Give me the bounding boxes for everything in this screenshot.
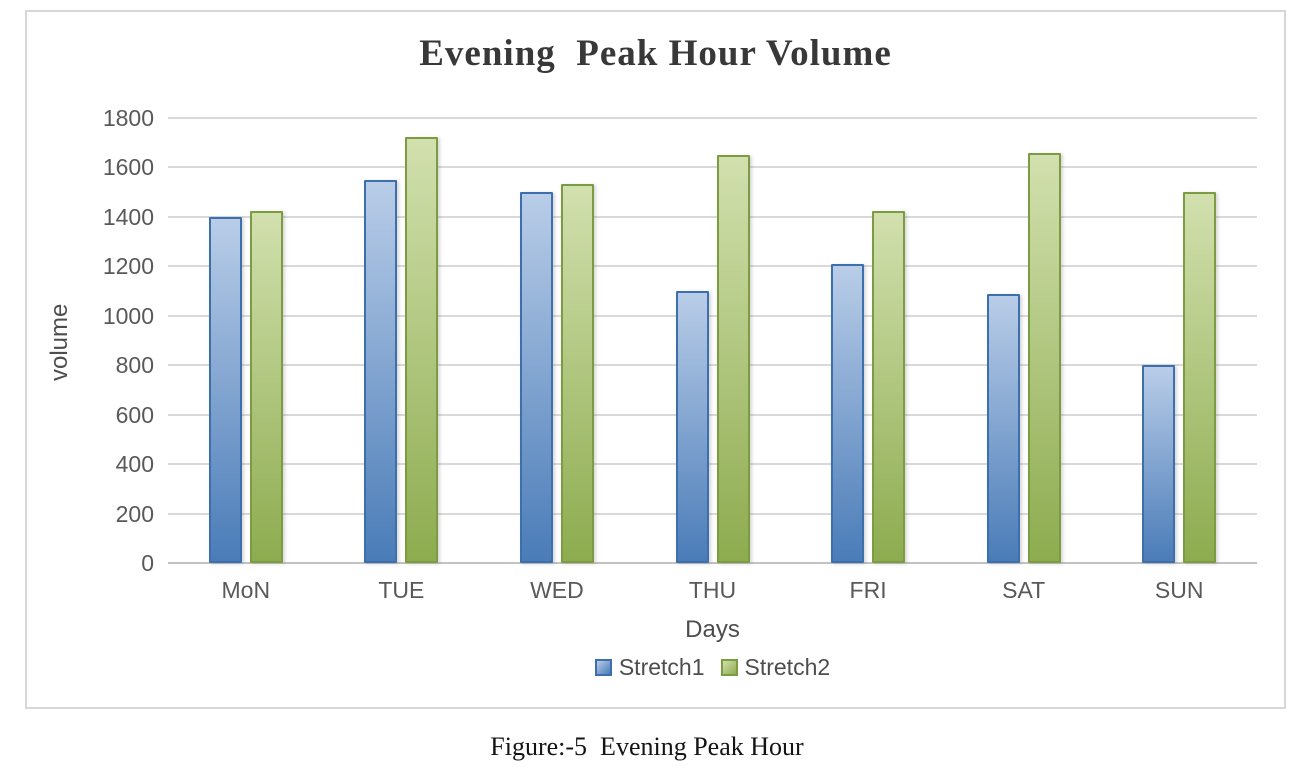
gridline-400 xyxy=(168,463,1257,466)
y-tick-label-1600: 1600 xyxy=(102,154,154,181)
y-tick-label-1400: 1400 xyxy=(102,203,154,230)
gridline-1800 xyxy=(168,117,1257,119)
y-tick-label-1800: 1800 xyxy=(102,105,154,131)
gridline-1200 xyxy=(168,265,1257,268)
x-tick-label-tue: TUE xyxy=(378,577,425,603)
y-tick-label-600: 600 xyxy=(115,401,154,428)
figure-caption: Figure:-5 Evening Peak Hour xyxy=(490,732,804,761)
legend-swatch-icon xyxy=(594,659,612,676)
bar-stretch2-fri xyxy=(872,210,905,563)
x-tick-label-thu: THU xyxy=(688,577,737,603)
gridline-800 xyxy=(168,364,1257,367)
x-axis-line xyxy=(168,562,1257,564)
legend-label: Stretch2 xyxy=(744,654,831,680)
legend-swatch-icon xyxy=(720,659,738,676)
x-tick-label-sun: SUN xyxy=(1154,577,1204,603)
gridline-600 xyxy=(168,413,1257,416)
bar-stretch1-fri xyxy=(831,263,864,563)
y-tick-label-0: 0 xyxy=(141,550,154,576)
legend-item-stretch1: Stretch1 xyxy=(594,654,705,681)
bar-stretch1-wed xyxy=(520,192,553,563)
bar-stretch1-sun xyxy=(1142,365,1175,563)
y-tick-label-1000: 1000 xyxy=(102,302,154,329)
x-tick-label-wed: WED xyxy=(530,577,584,603)
bar-stretch2-tue xyxy=(405,136,438,563)
y-tick-label-200: 200 xyxy=(115,500,154,527)
chart-title: Evening Peak Hour Volume xyxy=(419,33,892,74)
bar-stretch2-sat xyxy=(1028,152,1061,563)
bar-stretch1-thu xyxy=(676,291,709,563)
y-tick-label-1200: 1200 xyxy=(102,253,154,280)
chart-frame: Evening Peak Hour Volume volume 0 200 400 6… xyxy=(25,10,1286,709)
bar-stretch2-thu xyxy=(717,155,750,563)
bar-stretch1-sat xyxy=(987,293,1020,563)
gridline-1000 xyxy=(168,314,1257,317)
bar-stretch2-mon xyxy=(250,210,283,563)
legend-item-stretch2: Stretch2 xyxy=(720,654,831,681)
bar-stretch1-tue xyxy=(364,179,397,563)
x-axis-title: Days xyxy=(685,616,740,643)
bar-stretch1-mon xyxy=(209,216,242,563)
bar-stretch2-wed xyxy=(561,183,594,563)
bar-stretch2-sun xyxy=(1183,192,1216,563)
legend-label: Stretch1 xyxy=(618,654,705,680)
x-tick-label-mon: MoN xyxy=(221,577,271,603)
legend: Stretch1 Stretch2 xyxy=(168,654,1257,681)
gridline-1400 xyxy=(168,215,1257,218)
plot-area xyxy=(168,117,1257,564)
x-tick-label-fri: FRI xyxy=(849,577,887,603)
x-tick-label-sat: SAT xyxy=(1002,577,1046,603)
y-tick-label-400: 400 xyxy=(115,451,154,478)
gridline-1600 xyxy=(168,166,1257,169)
y-tick-label-800: 800 xyxy=(115,352,154,379)
gridline-200 xyxy=(168,512,1257,515)
